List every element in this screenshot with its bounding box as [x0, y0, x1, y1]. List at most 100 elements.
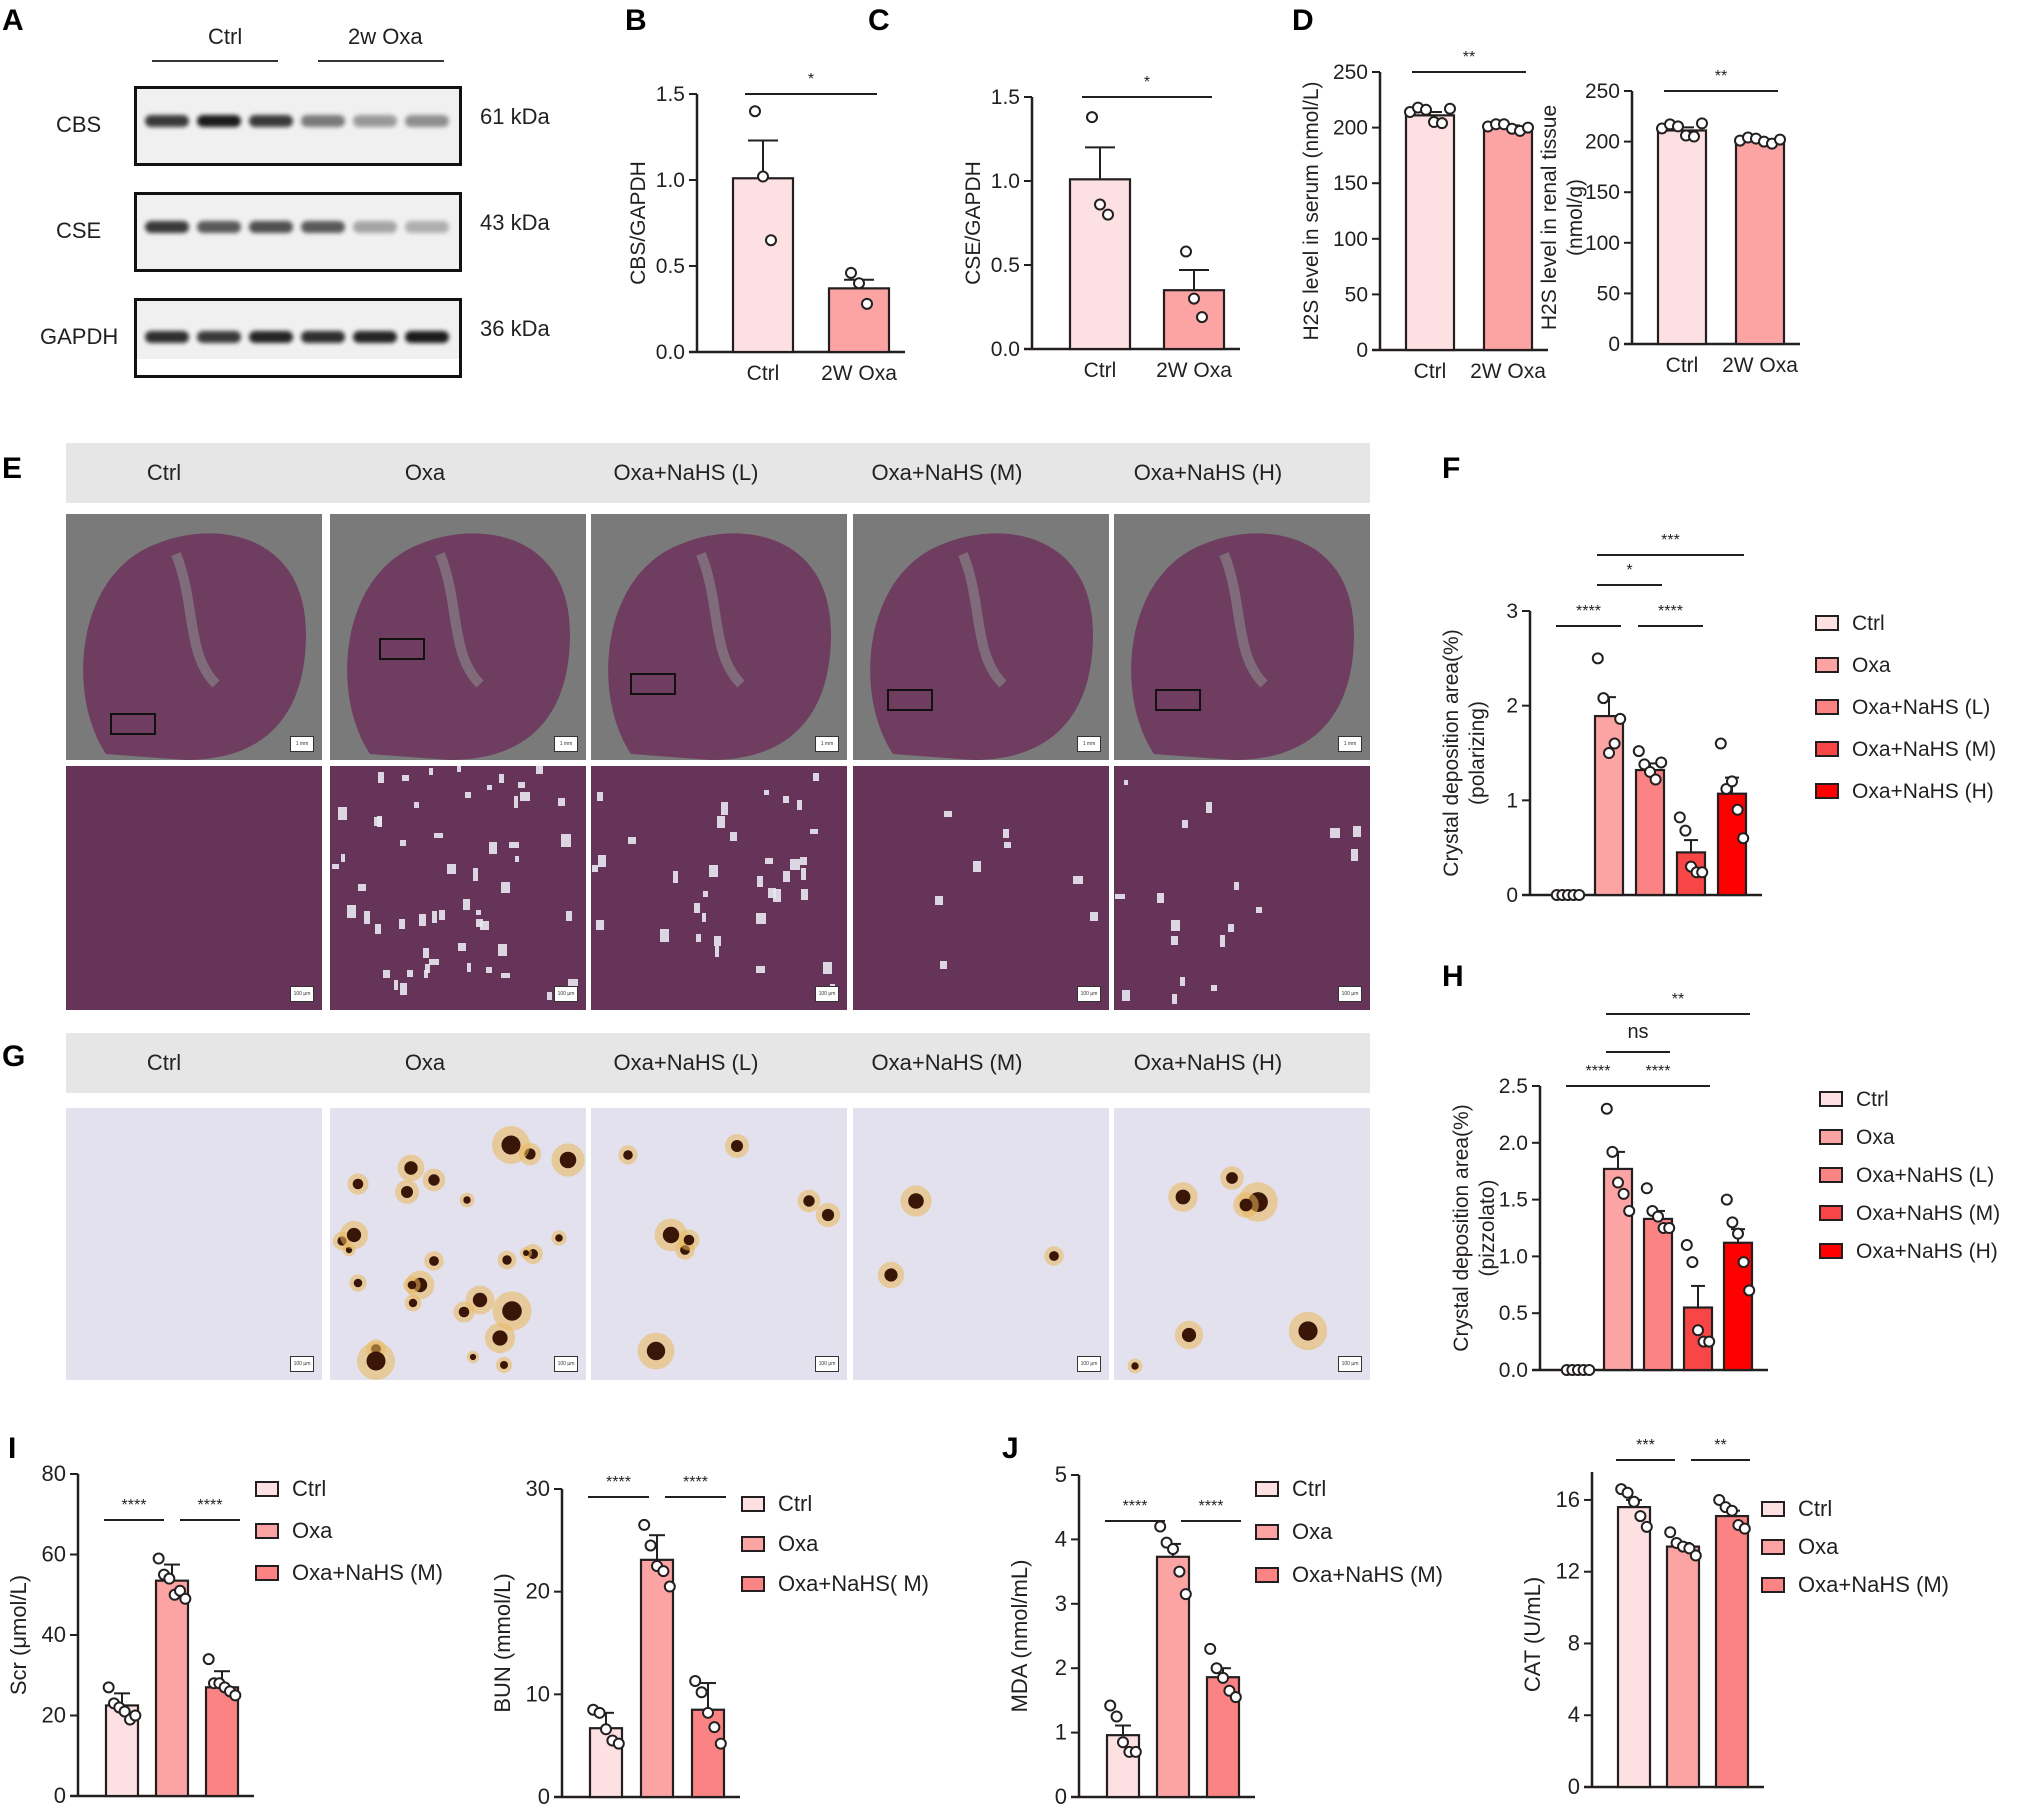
blot-size-label: 61 kDa	[480, 104, 550, 129]
legend-label: Oxa+NaHS (M)	[1798, 1572, 1949, 1597]
data-point	[118, 1705, 131, 1718]
data-point	[1188, 292, 1200, 305]
legend-swatch	[1815, 741, 1839, 757]
blot-size-label: 43 kDa	[480, 210, 550, 235]
protein-band	[405, 115, 449, 127]
data-point	[1444, 102, 1456, 115]
protein-band	[353, 221, 397, 233]
legend-label: Oxa+NaHS (L)	[1852, 696, 1990, 719]
data-point	[179, 1592, 192, 1605]
protein-band	[301, 221, 345, 233]
data-point	[1664, 1526, 1677, 1539]
bar	[1602, 1167, 1634, 1372]
significance-label: ****	[1658, 603, 1683, 620]
scale-bar: 1 mm	[290, 736, 314, 752]
blot-protein-label: CSE	[56, 218, 102, 243]
data-point	[1229, 1691, 1242, 1704]
data-point	[1154, 1520, 1167, 1533]
bar	[690, 1708, 726, 1799]
legend-label: Oxa	[1852, 654, 1891, 677]
protein-band	[249, 331, 293, 343]
y-tick-label: 50	[1597, 282, 1620, 305]
protein-band	[145, 115, 189, 127]
legend-swatch	[741, 1576, 765, 1592]
y-tick-label: 30	[526, 1476, 550, 1501]
data-point	[1102, 208, 1114, 221]
y-axis-label-unit: (polarizing)	[1466, 701, 1489, 805]
data-point	[1210, 1662, 1223, 1675]
significance-label: ns	[1627, 1021, 1648, 1043]
y-axis-label: CSE/GAPDH	[962, 161, 985, 285]
data-point	[1628, 1495, 1640, 1508]
kidney-overview-image: 1 mm	[66, 514, 322, 760]
scale-bar: 100 μm	[1077, 1356, 1101, 1372]
data-point	[1179, 1588, 1192, 1601]
data-point	[1110, 1710, 1123, 1723]
group-line-ctrl	[152, 60, 278, 62]
data-point	[714, 1737, 727, 1750]
significance-label: **	[1672, 991, 1684, 1008]
data-point	[1689, 1549, 1702, 1562]
y-tick-label: 1	[1506, 789, 1518, 812]
scale-bar: 100 μm	[815, 1356, 839, 1372]
y-tick-label: 1.0	[656, 169, 685, 192]
significance-label: ****	[198, 1497, 223, 1514]
data-point	[174, 1584, 186, 1597]
data-point	[1683, 1542, 1696, 1555]
legend-label: Ctrl	[1292, 1476, 1326, 1501]
y-tick-label: 50	[1345, 283, 1368, 306]
kidney-overview-image: 1 mm	[1114, 514, 1370, 760]
protein-band	[405, 331, 449, 343]
y-tick-label: 100	[1333, 228, 1368, 251]
header-oxa: Oxa	[404, 460, 446, 485]
data-point	[749, 105, 761, 118]
data-point	[1679, 824, 1692, 837]
header-oxa-nahs-l: Oxa+NaHS (L)	[613, 1050, 759, 1075]
y-axis-label: MDA (nmol/mL)	[1007, 1560, 1032, 1713]
bar	[1734, 139, 1786, 346]
data-point	[1614, 712, 1627, 725]
data-point	[1713, 1493, 1726, 1506]
pizzolato-stain-image: 100 μm	[66, 1108, 322, 1380]
kidney-overview-image: 1 mm	[853, 514, 1109, 760]
legend-label: Oxa+NaHS (M)	[1292, 1562, 1443, 1587]
protein-band	[145, 221, 189, 233]
y-tick-label: 0	[538, 1784, 550, 1806]
y-tick-label: 0.5	[1499, 1302, 1528, 1325]
data-point	[1714, 737, 1727, 750]
header-oxa-nahs-l: Oxa+NaHS (L)	[613, 460, 759, 485]
y-axis-label: H2S level in renal tissue	[1538, 105, 1561, 330]
data-point	[1663, 1222, 1676, 1234]
chart-c: 0.0 0.5 1.0 1.5 CSE/GAPDH Ctrl 2W Oxa *	[962, 74, 1240, 382]
y-axis-label: Scr (μmol/L)	[6, 1575, 31, 1695]
legend-swatch	[255, 1565, 279, 1581]
bar	[1642, 1217, 1674, 1372]
y-tick-label: 2	[1055, 1655, 1067, 1680]
data-point	[1673, 811, 1686, 824]
significance-label: *	[1626, 562, 1632, 579]
y-axis-label: BUN (mmol/L)	[490, 1573, 515, 1712]
panel-letter-j: J	[1002, 1432, 1019, 1465]
data-point	[695, 1686, 708, 1699]
y-tick-label: 20	[526, 1579, 550, 1604]
y-tick-label: 0.0	[656, 341, 685, 364]
legend-swatch	[1819, 1243, 1843, 1259]
legend-label: Oxa	[1856, 1126, 1895, 1149]
data-point	[1726, 1504, 1738, 1517]
y-tick-label: 0.0	[1499, 1359, 1528, 1382]
data-point	[1603, 747, 1615, 759]
data-point	[1612, 1176, 1624, 1189]
data-point	[1732, 1227, 1744, 1240]
protein-band	[405, 221, 449, 233]
y-tick-label: 0	[1506, 884, 1518, 907]
scale-bar: 100 μm	[1338, 1356, 1362, 1372]
significance-label: *	[1144, 74, 1150, 91]
kidney-overview-image: 1 mm	[591, 514, 847, 760]
y-tick-label: 3	[1055, 1591, 1067, 1616]
significance-label: **	[1714, 1437, 1726, 1454]
header-ctrl: Ctrl	[146, 1050, 182, 1075]
scale-bar: 100 μm	[1077, 986, 1101, 1002]
legend-label: Ctrl	[1856, 1088, 1889, 1111]
data-point	[1117, 1736, 1129, 1749]
pizzolato-stain-image: 100 μm	[1114, 1108, 1370, 1380]
